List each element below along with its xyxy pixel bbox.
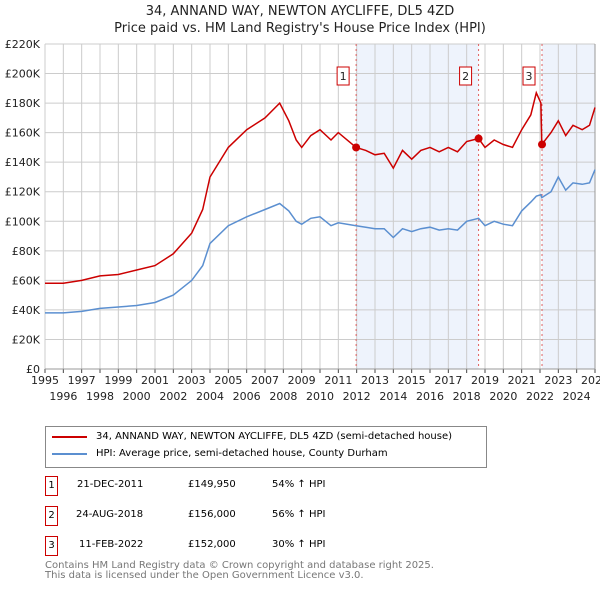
- x-tick-label: 2006: [233, 390, 261, 403]
- sale-label: 2: [462, 70, 469, 83]
- legend-swatch-blue: [52, 452, 87, 455]
- sale-number: 1: [45, 476, 58, 496]
- chart-title: 34, ANNAND WAY, NEWTON AYCLIFFE, DL5 4ZD: [145, 4, 455, 19]
- y-tick-label: £40K: [12, 304, 41, 317]
- sale-label-box: [522, 66, 536, 86]
- sale-label-box: [459, 66, 473, 86]
- legend-swatch-red: [52, 435, 87, 438]
- x-tick-label: 2014: [379, 390, 407, 403]
- y-tick-label: £120K: [5, 186, 41, 199]
- x-tick-label: 2011: [324, 374, 352, 387]
- x-tick-label: 2024: [563, 390, 591, 403]
- sale-date: 24-AUG-2018: [76, 509, 144, 520]
- table-row: 2 24-AUG-2018 £156,000 56% ↑ HPI: [45, 506, 445, 526]
- y-tick-label: £20K: [12, 333, 41, 346]
- shaded-region: [356, 44, 479, 369]
- x-tick-label: 2016: [416, 390, 444, 403]
- x-tick-label: 2021: [508, 374, 536, 387]
- x-tick-label: 2003: [178, 374, 206, 387]
- x-tick-label: 2004: [196, 390, 224, 403]
- y-tick-label: £220K: [5, 38, 41, 51]
- x-tick-label: 2005: [214, 374, 242, 387]
- y-tick-label: £60K: [12, 274, 41, 287]
- x-tick-label: 2023: [544, 374, 572, 387]
- legend-label: 34, ANNAND WAY, NEWTON AYCLIFFE, DL5 4ZD…: [96, 431, 453, 442]
- sale-hpi: 56% ↑ HPI: [272, 509, 326, 520]
- x-tick-label: 2000: [123, 390, 151, 403]
- y-tick-label: £200K: [5, 68, 41, 81]
- x-tick-label: 2002: [159, 390, 187, 403]
- x-tick-label: 2019: [471, 374, 499, 387]
- x-tick-label: 2020: [489, 390, 517, 403]
- x-tick-label: 2008: [269, 390, 297, 403]
- sale-price: £156,000: [188, 509, 236, 520]
- x-tick-label: 1996: [49, 390, 77, 403]
- y-tick-label: £80K: [12, 245, 41, 258]
- sale-number: 2: [45, 506, 58, 526]
- x-tick-label: 2015: [398, 374, 426, 387]
- footer: Contains HM Land Registry data © Crown c…: [45, 561, 434, 581]
- footer-line: Contains HM Land Registry data © Crown c…: [45, 560, 434, 571]
- y-tick-label: £100K: [5, 215, 41, 228]
- x-tick-label: 1995: [31, 374, 59, 387]
- legend-item-property: 34, ANNAND WAY, NEWTON AYCLIFFE, DL5 4ZD…: [52, 431, 452, 442]
- sale-date: 11-FEB-2022: [79, 539, 144, 550]
- x-tick-label: 1997: [68, 374, 96, 387]
- sale-point: [474, 134, 483, 143]
- sale-point: [352, 143, 361, 152]
- x-tick-label: 1999: [104, 374, 132, 387]
- table-row: 1 21-DEC-2011 £149,950 54% ↑ HPI: [45, 476, 445, 496]
- y-tick-label: £180K: [5, 97, 41, 110]
- property-price-line: [45, 90, 596, 285]
- shaded-region: [542, 44, 595, 369]
- sale-number: 3: [45, 536, 58, 556]
- legend-item-hpi: HPI: Average price, semi-detached house,…: [52, 448, 388, 459]
- sale-label-box: [336, 66, 350, 86]
- x-tick-label: 2017: [434, 374, 462, 387]
- x-tick-label: 2001: [141, 374, 169, 387]
- x-tick-label: 2007: [251, 374, 279, 387]
- x-tick-label: 2025: [581, 374, 600, 387]
- legend: 34, ANNAND WAY, NEWTON AYCLIFFE, DL5 4ZD…: [45, 426, 487, 468]
- x-tick-label: 2013: [361, 374, 389, 387]
- sale-point: [538, 140, 547, 149]
- x-tick-label: 2012: [343, 390, 371, 403]
- chart-subtitle: Price paid vs. HM Land Registry's House …: [114, 21, 486, 36]
- footer-line: This data is licensed under the Open Gov…: [45, 570, 364, 581]
- y-tick-label: £160K: [5, 127, 41, 140]
- table-row: 3 11-FEB-2022 £152,000 30% ↑ HPI: [45, 536, 445, 556]
- legend-label: HPI: Average price, semi-detached house,…: [96, 448, 388, 459]
- y-tick-label: £140K: [5, 156, 41, 169]
- x-tick-label: 2009: [288, 374, 316, 387]
- y-tick-label: £0: [26, 363, 40, 376]
- sale-hpi: 54% ↑ HPI: [272, 479, 326, 490]
- sale-date: 21-DEC-2011: [77, 479, 144, 490]
- sale-price: £149,950: [188, 479, 236, 490]
- sale-label: 3: [526, 70, 533, 83]
- x-tick-label: 1998: [86, 390, 114, 403]
- sale-price: £152,000: [188, 539, 236, 550]
- sale-label: 1: [340, 70, 347, 83]
- x-tick-label: 2022: [526, 390, 554, 403]
- x-tick-label: 2018: [453, 390, 481, 403]
- sale-hpi: 30% ↑ HPI: [272, 539, 326, 550]
- x-tick-label: 2010: [306, 390, 334, 403]
- line-chart: £0 £20K £40K £60K £80K £100K £120K £140K £160K £1…: [5, 38, 600, 403]
- hpi-line: [45, 169, 596, 314]
